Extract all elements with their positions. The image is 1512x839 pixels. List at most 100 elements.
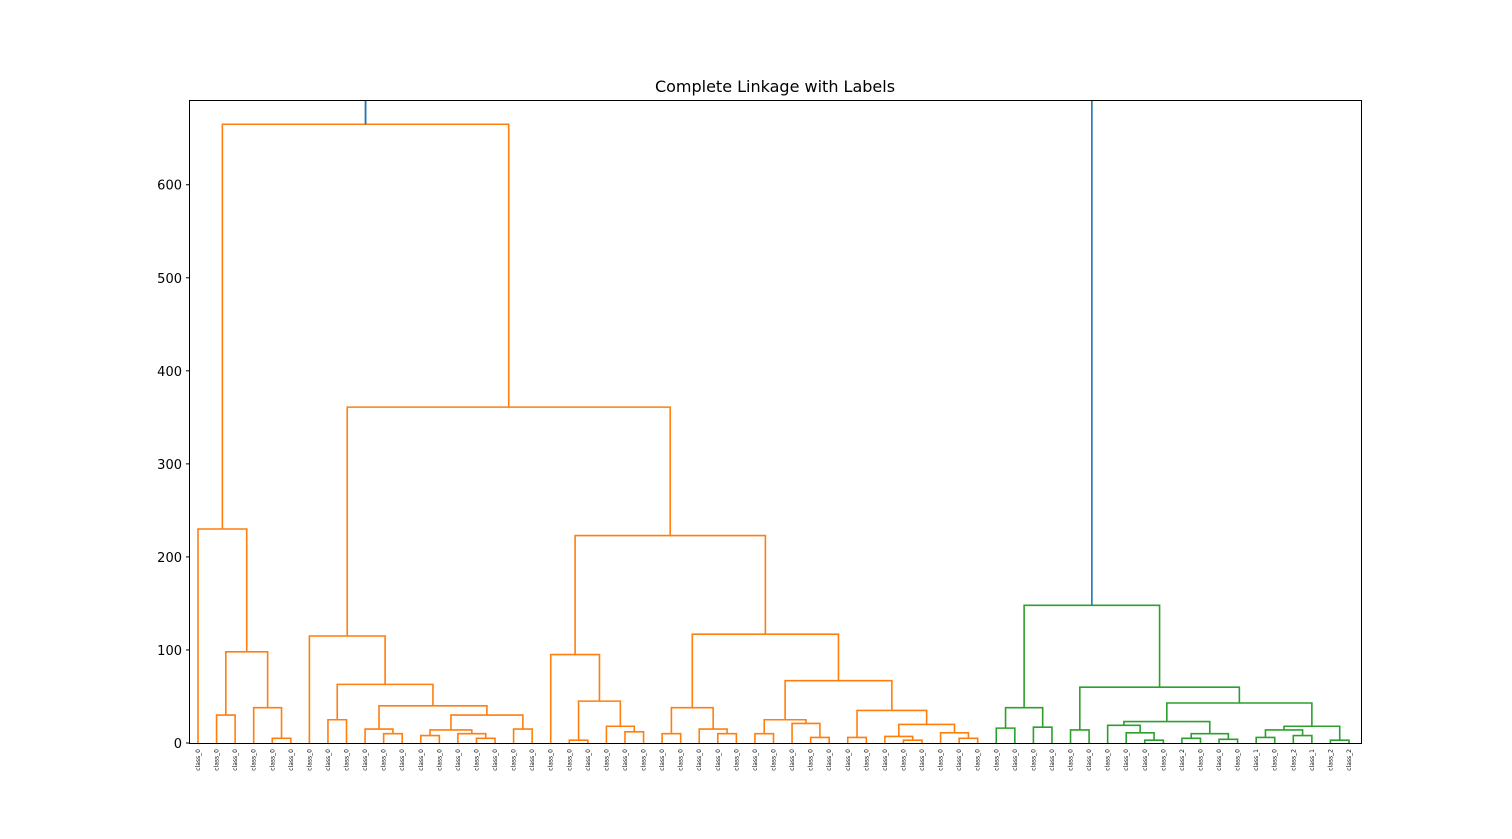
dendrogram-link (856, 709, 928, 738)
dendrogram-link (378, 704, 488, 730)
y-tick-label: 100 (157, 644, 182, 659)
dendrogram-link (577, 700, 622, 741)
dendrogram-link (791, 722, 821, 743)
leaf-label: class_1 (1309, 749, 1316, 771)
leaf-label: class_0 (418, 749, 425, 771)
dendrogram-link (1106, 724, 1141, 743)
leaf-label: class_0 (195, 749, 202, 771)
dendrogram-link (898, 723, 956, 737)
dendrogram-link (1123, 720, 1211, 734)
dendrogram-link (1004, 706, 1044, 729)
leaf-label: class_0 (455, 749, 462, 771)
leaf-label: class_0 (789, 749, 796, 771)
dendrogram-link (846, 736, 868, 743)
dendrogram-link (691, 633, 840, 708)
dendrogram-link (1032, 726, 1053, 743)
dendrogram-link (1166, 702, 1313, 727)
dendrogram-link (382, 732, 404, 743)
leaf-label: class_0 (882, 749, 889, 771)
leaf-label: class_0 (269, 749, 276, 771)
dendrogram-link (605, 725, 636, 743)
leaf-label: class_0 (566, 749, 573, 771)
leaf-label: class_0 (344, 749, 351, 771)
leaf-label: class_0 (1197, 749, 1204, 771)
dendrogram-link (271, 737, 292, 743)
dendrogram-link (225, 651, 269, 716)
dendrogram-link (1143, 739, 1165, 743)
dendrogram-link (624, 731, 645, 743)
y-tick-label: 400 (157, 365, 182, 380)
leaf-label: class_2 (1179, 749, 1186, 771)
dendrogram-link (1264, 729, 1304, 738)
leaf-label: class_0 (752, 749, 759, 771)
leaf-label: class_0 (362, 749, 369, 771)
leaf-label: class_0 (771, 749, 778, 771)
leaf-label: class_0 (436, 749, 443, 771)
dendrogram-link (902, 739, 923, 743)
leaf-label: class_0 (900, 749, 907, 771)
leaf-label: class_0 (306, 749, 313, 771)
dendrogram-link (419, 734, 441, 743)
leaf-label: class_0 (919, 749, 926, 771)
dendrogram-links (197, 101, 1350, 743)
leaf-label: class_0 (641, 749, 648, 771)
y-tick-label: 0 (174, 737, 182, 752)
dendrogram-link (754, 732, 775, 743)
dendrogram-link (763, 718, 807, 734)
dendrogram-link (327, 718, 348, 743)
leaf-label: class_0 (1105, 749, 1112, 771)
leaf-label: class_0 (1272, 749, 1279, 771)
y-tick-label: 200 (157, 551, 182, 566)
leaf-label: class_0 (1086, 749, 1093, 771)
leaf-label: class_0 (715, 749, 722, 771)
dendrogram-link (475, 737, 496, 743)
dendrogram-link (784, 679, 893, 720)
leaf-label: class_0 (1160, 749, 1167, 771)
y-tick-label: 300 (157, 458, 182, 473)
dendrogram-link (809, 736, 830, 743)
chart-title: Complete Linkage with Labels (655, 77, 895, 96)
leaf-label: class_0 (1068, 749, 1075, 771)
leaf-label: class_0 (956, 749, 963, 771)
leaf-label: class_0 (214, 749, 221, 771)
dendrogram-link (364, 101, 1093, 606)
dendrogram-link (336, 683, 434, 720)
leaf-label: class_1 (1253, 749, 1260, 771)
leaf-label: class_0 (511, 749, 518, 771)
dendrogram-link (568, 739, 589, 743)
leaf-label: class_0 (288, 749, 295, 771)
leaf-label: class_0 (473, 749, 480, 771)
leaf-label: class_0 (399, 749, 406, 771)
dendrogram-link (995, 727, 1016, 743)
leaf-label: class_0 (1123, 749, 1130, 771)
x-axis-leaf-labels: class_0 class_0 class_0 class_0 class_0 class… (195, 749, 1353, 771)
leaf-label: class_0 (622, 749, 629, 771)
leaf-label: class_2 (1327, 749, 1334, 771)
y-axis: 0 100 200 300 400 500 600 (157, 179, 190, 752)
leaf-label: class_0 (325, 749, 332, 771)
leaf-label: class_2 (1346, 749, 1353, 771)
leaf-label: class_0 (603, 749, 610, 771)
leaf-label: class_0 (585, 749, 592, 771)
dendrogram-link (346, 406, 672, 636)
dendrogram-link (450, 714, 524, 730)
dendrogram-link (1255, 736, 1276, 743)
leaf-label: class_0 (678, 749, 685, 771)
dendrogram-link (549, 653, 601, 743)
dendrogram-link (1190, 732, 1230, 740)
dendrogram-link (1329, 739, 1350, 743)
leaf-label: class_0 (232, 749, 239, 771)
dendrogram-link (661, 732, 682, 743)
leaf-label: class_0 (1049, 749, 1056, 771)
leaf-label: class_0 (1142, 749, 1149, 771)
leaf-label: class_0 (492, 749, 499, 771)
dendrogram-link (197, 528, 248, 743)
dendrogram-link (1218, 738, 1239, 743)
leaf-label: class_0 (993, 749, 1000, 771)
dendrogram-link (364, 728, 394, 743)
leaf-label: class_0 (696, 749, 703, 771)
leaf-label: class_0 (826, 749, 833, 771)
leaf-label: class_0 (251, 749, 258, 771)
leaf-label: class_0 (975, 749, 982, 771)
